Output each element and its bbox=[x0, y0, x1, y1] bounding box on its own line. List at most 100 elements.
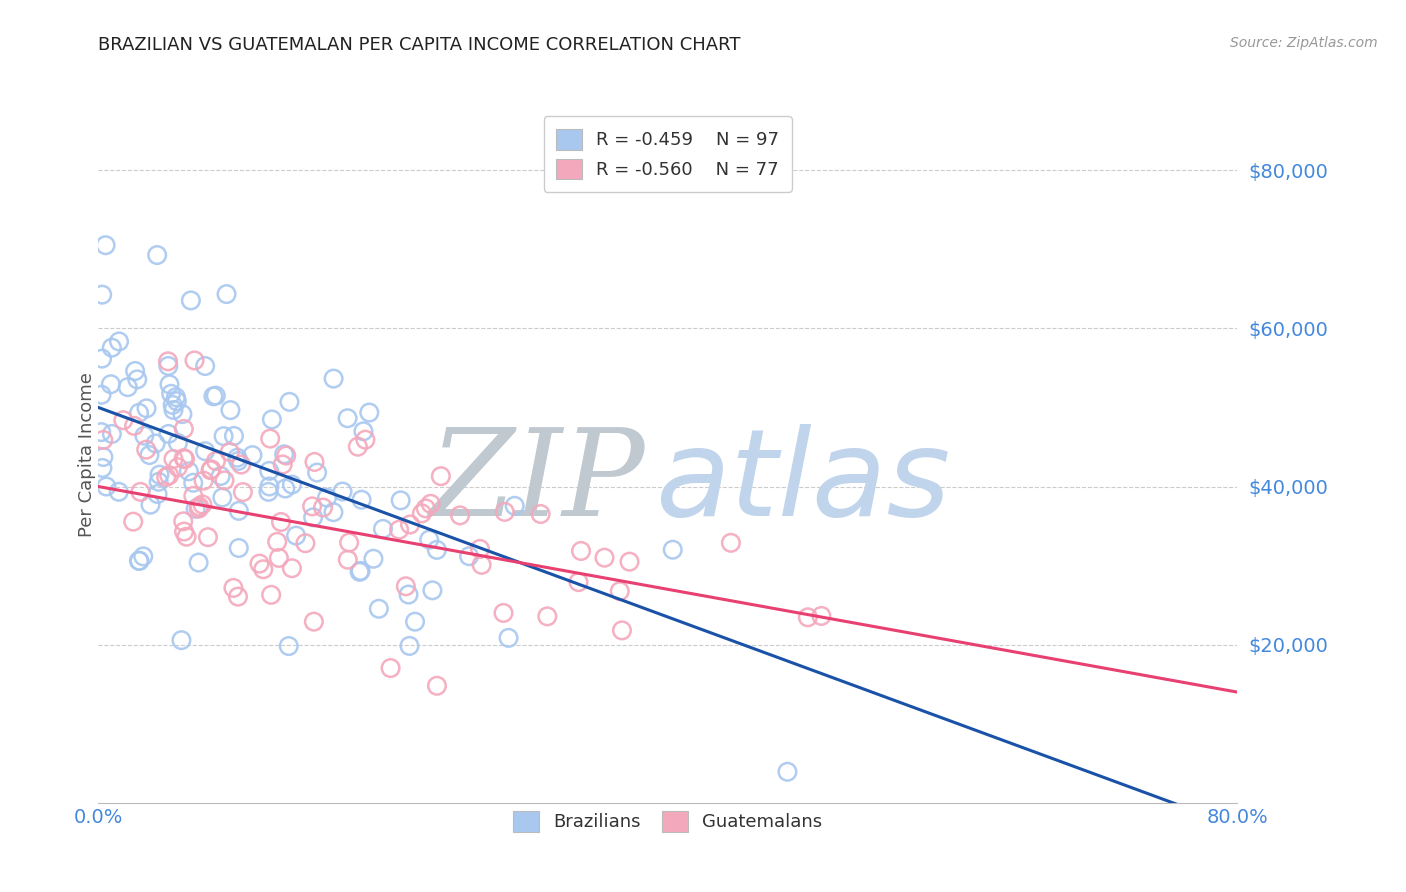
Point bbox=[181, 475, 204, 490]
Point bbox=[336, 411, 359, 425]
Point bbox=[132, 549, 155, 564]
Point bbox=[148, 467, 170, 482]
Point bbox=[312, 500, 335, 515]
Point bbox=[187, 556, 209, 570]
Point bbox=[367, 601, 389, 615]
Point bbox=[619, 555, 641, 569]
Text: BRAZILIAN VS GUATEMALAN PER CAPITA INCOME CORRELATION CHART: BRAZILIAN VS GUATEMALAN PER CAPITA INCOM… bbox=[98, 36, 741, 54]
Point bbox=[100, 377, 122, 392]
Point bbox=[530, 507, 553, 521]
Point bbox=[661, 542, 683, 557]
Point bbox=[449, 508, 471, 523]
Point bbox=[101, 426, 124, 441]
Point bbox=[193, 474, 215, 488]
Point bbox=[93, 450, 115, 464]
Point bbox=[281, 477, 304, 491]
Point bbox=[90, 425, 112, 439]
Point bbox=[332, 484, 354, 499]
Point bbox=[609, 584, 631, 599]
Point bbox=[172, 514, 194, 528]
Point bbox=[426, 679, 449, 693]
Point bbox=[139, 498, 162, 512]
Point bbox=[259, 432, 281, 446]
Point bbox=[398, 639, 420, 653]
Point bbox=[135, 401, 157, 416]
Point bbox=[122, 418, 145, 433]
Point bbox=[273, 447, 295, 461]
Point bbox=[167, 460, 190, 475]
Point bbox=[91, 461, 114, 475]
Point bbox=[157, 359, 180, 373]
Point bbox=[165, 390, 187, 404]
Point bbox=[285, 528, 308, 542]
Point bbox=[336, 553, 359, 567]
Point bbox=[197, 530, 219, 544]
Point bbox=[157, 468, 180, 483]
Point bbox=[117, 380, 139, 394]
Point bbox=[222, 581, 245, 595]
Point bbox=[270, 515, 292, 529]
Point bbox=[96, 479, 118, 493]
Text: ZIP: ZIP bbox=[430, 424, 645, 541]
Point bbox=[202, 389, 225, 403]
Point bbox=[177, 464, 200, 478]
Point bbox=[352, 425, 374, 439]
Point bbox=[610, 624, 633, 638]
Point bbox=[498, 631, 520, 645]
Point bbox=[349, 564, 371, 578]
Point bbox=[259, 479, 281, 493]
Point bbox=[122, 515, 145, 529]
Point bbox=[776, 764, 799, 779]
Point bbox=[430, 469, 453, 483]
Point bbox=[492, 606, 515, 620]
Point bbox=[187, 501, 209, 516]
Point bbox=[162, 452, 184, 467]
Point bbox=[810, 609, 832, 624]
Point bbox=[277, 639, 299, 653]
Point bbox=[129, 484, 152, 499]
Point bbox=[146, 487, 169, 501]
Point bbox=[316, 491, 339, 505]
Point bbox=[242, 448, 264, 462]
Point bbox=[720, 536, 742, 550]
Point bbox=[128, 406, 150, 420]
Point bbox=[494, 505, 516, 519]
Point bbox=[257, 464, 280, 478]
Y-axis label: Per Capita Income: Per Capita Income bbox=[79, 373, 96, 537]
Point bbox=[157, 354, 180, 368]
Point bbox=[183, 353, 205, 368]
Point bbox=[173, 422, 195, 436]
Point bbox=[91, 433, 114, 447]
Point bbox=[274, 482, 297, 496]
Point bbox=[371, 522, 394, 536]
Point bbox=[349, 565, 371, 579]
Point bbox=[294, 536, 316, 550]
Point bbox=[337, 535, 360, 549]
Point bbox=[302, 510, 325, 524]
Point bbox=[124, 364, 146, 378]
Point bbox=[281, 561, 304, 575]
Point bbox=[593, 550, 616, 565]
Point bbox=[148, 475, 170, 489]
Point bbox=[302, 615, 325, 629]
Point bbox=[170, 633, 193, 648]
Point bbox=[503, 499, 526, 513]
Point bbox=[128, 554, 150, 568]
Point bbox=[307, 466, 329, 480]
Point bbox=[389, 493, 412, 508]
Point bbox=[146, 248, 169, 262]
Point bbox=[218, 445, 240, 459]
Point bbox=[228, 541, 250, 555]
Point bbox=[157, 426, 180, 441]
Point bbox=[276, 449, 298, 463]
Point bbox=[222, 429, 245, 443]
Point bbox=[359, 405, 381, 419]
Point bbox=[399, 517, 422, 532]
Point bbox=[229, 458, 252, 472]
Point bbox=[418, 533, 440, 547]
Point bbox=[266, 534, 288, 549]
Point bbox=[181, 489, 204, 503]
Point bbox=[228, 504, 250, 518]
Point bbox=[173, 524, 195, 539]
Point bbox=[354, 433, 377, 447]
